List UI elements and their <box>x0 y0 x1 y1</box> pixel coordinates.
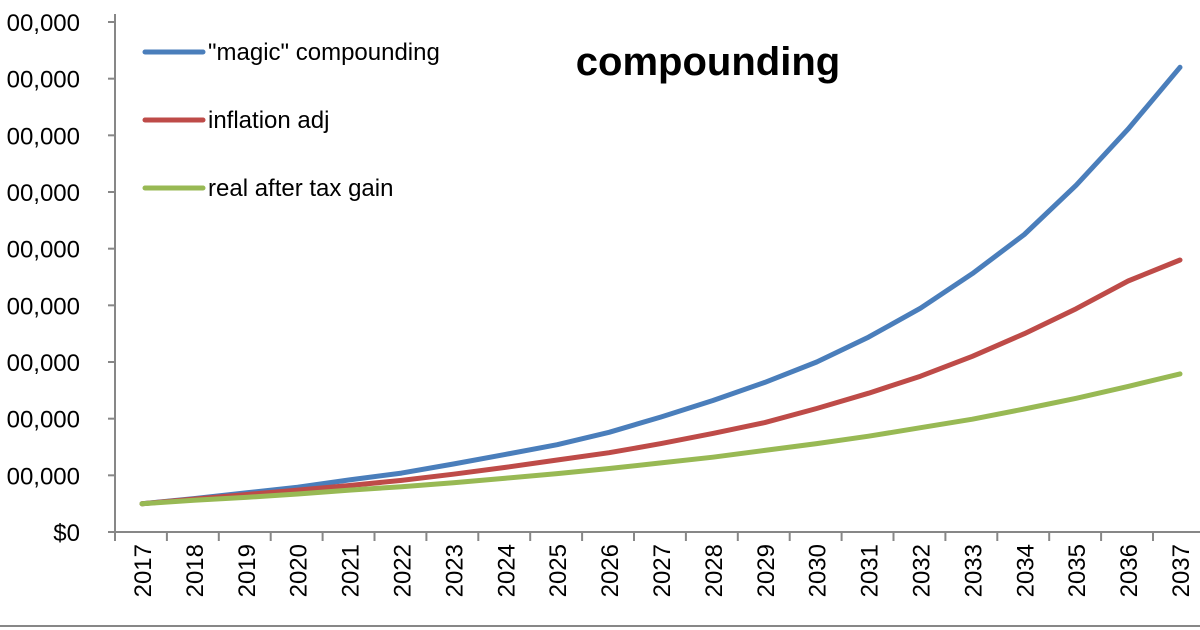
axes: $0 00,000 00,000 00,000 00,000 00,000 00,000 00… <box>7 10 1200 597</box>
x-tick-label: 2027 <box>649 544 676 597</box>
series-line <box>139 257 1183 507</box>
x-tick-label: 2025 <box>545 544 572 597</box>
x-tick-label: 2026 <box>597 544 624 597</box>
x-tick-label: 2028 <box>701 544 728 597</box>
x-tick-label: 2036 <box>1116 544 1143 597</box>
x-tick-label: 2030 <box>805 544 832 597</box>
y-tick-label: 00,000 <box>7 180 80 207</box>
x-tick-label: 2021 <box>338 544 365 597</box>
x-tick-label: 2022 <box>390 544 417 597</box>
y-tick-label: 00,000 <box>7 237 80 264</box>
x-tick-label: 2037 <box>1168 544 1195 597</box>
series-line <box>139 64 1183 507</box>
y-tick-label: $0 <box>53 520 80 547</box>
y-tick-label: 00,000 <box>7 10 80 37</box>
x-tick-label: 2034 <box>1012 544 1039 597</box>
x-tick-label: 2033 <box>960 544 987 597</box>
series-layer <box>139 64 1183 507</box>
y-tick-label: 00,000 <box>7 123 80 150</box>
y-tick-label: 00,000 <box>7 293 80 320</box>
x-tick-label: 2018 <box>182 544 209 597</box>
x-tick-label: 2032 <box>909 544 936 597</box>
legend-label: "magic" compounding <box>208 39 440 66</box>
x-tick-label: 2020 <box>286 544 313 597</box>
chart-title: compounding <box>576 40 840 84</box>
legend: "magic" compounding inflation adj real aft… <box>142 39 440 202</box>
y-tick-label: 00,000 <box>7 463 80 490</box>
y-tick-label: 00,000 <box>7 67 80 94</box>
y-tick-label: 00,000 <box>7 407 80 434</box>
x-tick-label: 2024 <box>493 544 520 597</box>
legend-label: real after tax gain <box>208 175 393 202</box>
x-tick-label: 2031 <box>857 544 884 597</box>
x-tick-label: 2035 <box>1064 544 1091 597</box>
legend-label: inflation adj <box>208 107 329 134</box>
x-tick-label: 2029 <box>753 544 780 597</box>
x-tick-label: 2019 <box>234 544 261 597</box>
series-line <box>139 371 1183 507</box>
x-tick-label: 2017 <box>130 544 157 597</box>
y-tick-label: 00,000 <box>7 350 80 377</box>
x-tick-label: 2023 <box>441 544 468 597</box>
